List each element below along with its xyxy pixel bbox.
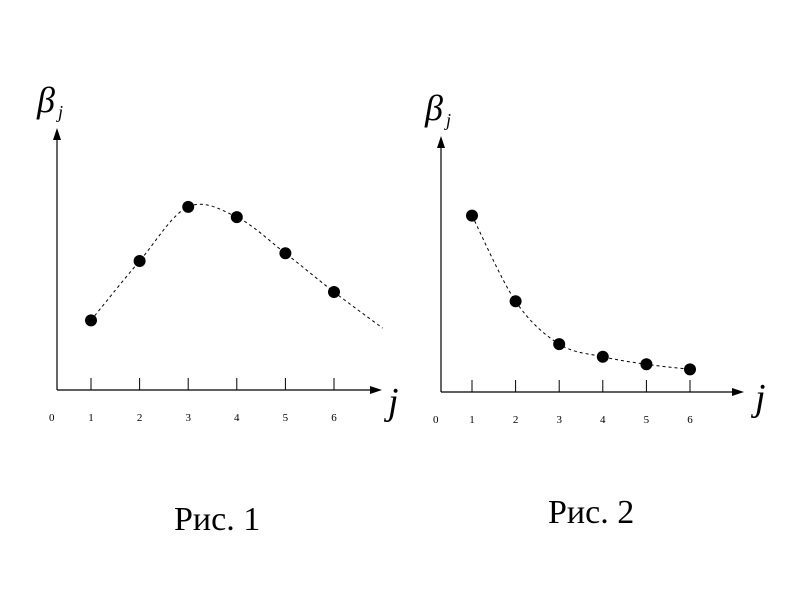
chart-2-origin-label: 0 (433, 414, 439, 426)
chart-2-tick-label-4: 4 (600, 414, 606, 426)
chart-1-caption: Рис. 1 (174, 501, 260, 538)
chart-2-tick-label-6: 6 (687, 414, 693, 426)
chart-2-point-1 (466, 209, 478, 222)
chart-1-tick-label-6: 6 (331, 412, 337, 424)
chart-2-point-5 (640, 358, 653, 371)
chart-1-tick-label-2: 2 (137, 412, 143, 424)
chart-1-y-label-main: β (36, 80, 55, 120)
chart-2-tick-labels: 1 2 3 4 5 6 (469, 414, 693, 426)
chart-2-tick-label-5: 5 (644, 414, 650, 426)
chart-1-point-2 (133, 255, 146, 267)
chart-1-y-axis-arrow (53, 128, 61, 140)
chart-2-y-axis-arrow (437, 136, 445, 148)
chart-1-x-axis-arrow (370, 386, 382, 394)
chart-1-y-label-sub: j (56, 102, 63, 122)
chart-1-tick-label-1: 1 (88, 412, 94, 424)
chart-1-tick-labels: 1 2 3 4 5 6 (88, 412, 337, 424)
chart-1-tick-label-3: 3 (185, 412, 191, 424)
chart-2-ticks (471, 380, 691, 392)
chart-1-ticks (90, 378, 335, 390)
chart-1-x-label: j (383, 381, 399, 423)
chart-2-tick-label-1: 1 (469, 414, 475, 426)
chart-2-point-2 (509, 295, 522, 308)
chart-1-point-3 (182, 200, 195, 213)
chart-2-trend-line (471, 215, 691, 370)
chart-2-y-label-sub: j (444, 110, 451, 130)
chart-2-x-label: j (750, 377, 766, 419)
chart-1-point-6 (328, 285, 340, 298)
chart-1-point-5 (279, 247, 292, 260)
chart-1-point-4 (230, 211, 243, 224)
chart-2-points (466, 209, 696, 376)
chart-2-y-label-main: β (424, 88, 443, 128)
chart-1-tick-label-4: 4 (234, 412, 240, 424)
chart-2-tick-label-2: 2 (513, 414, 519, 426)
chart-2-tick-label-3: 3 (556, 414, 562, 426)
chart-1-point-1 (85, 314, 97, 327)
chart-1-tick-label-5: 5 (283, 412, 289, 424)
chart-2-x-axis-arrow (732, 388, 744, 396)
chart-2-point-3 (553, 338, 566, 351)
chart-2-point-4 (596, 350, 609, 363)
chart-2-caption: Рис. 2 (548, 494, 634, 531)
chart-1-points (85, 200, 340, 327)
chart-1-origin-label: 0 (49, 412, 55, 424)
chart-2-point-6 (684, 363, 696, 376)
